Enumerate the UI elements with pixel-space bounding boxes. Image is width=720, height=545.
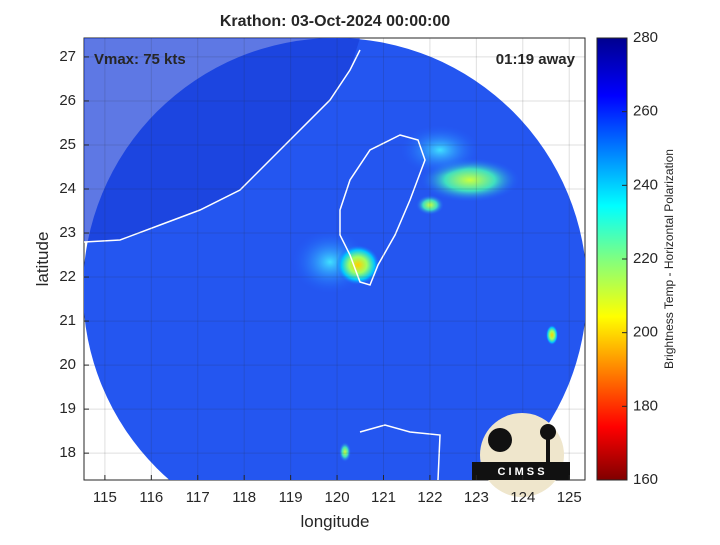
y-tick-label: 19 [59,400,76,417]
x-tick-label: 119 [279,489,303,506]
x-tick-label: 123 [464,489,489,506]
colorbar-label: Brightness Temp - Horizontal Polarizatio… [662,149,676,369]
y-tick-label: 25 [59,136,76,153]
colorbar-tick-label: 280 [633,29,658,46]
x-tick-label: 117 [186,489,210,506]
y-tick-label: 20 [59,356,76,373]
colorbar-tick-label: 220 [633,250,658,267]
logo-text: C I M S S [497,466,544,478]
y-tick-label: 23 [59,224,76,241]
grid [84,38,585,480]
colorbar-tick-label: 160 [633,471,658,488]
annotation: 01:19 away [496,51,576,68]
chart-title: Krathon: 03-Oct-2024 00:00:00 [220,13,450,30]
y-tick-label: 21 [59,312,76,329]
x-tick-label: 118 [232,489,256,506]
y-tick-label: 26 [59,92,76,109]
logo: C I M S S [472,413,570,497]
colorbar-tick-label: 240 [633,176,658,193]
x-tick-label: 115 [93,489,117,506]
x-tick-label: 120 [325,489,350,506]
annotation: Vmax: 75 kts [94,51,186,68]
x-axis-label: longitude [300,512,369,531]
x-tick-label: 122 [417,489,442,506]
imagery [84,38,585,480]
y-axis-label: latitude [33,232,52,287]
x-tick-label: 124 [510,489,535,506]
y-tick-label: 22 [59,268,76,285]
x-tick-label: 116 [139,489,163,506]
x-tick-label: 125 [557,489,582,506]
y-tick-label: 27 [59,48,76,65]
y-tick-label: 24 [59,180,76,197]
colorbar-tick-label: 200 [633,324,658,341]
colorbar-tick-label: 260 [633,103,658,120]
y-tick-label: 18 [59,444,76,461]
x-tick-label: 121 [371,489,396,506]
colorbar-tick-label: 180 [633,397,658,414]
